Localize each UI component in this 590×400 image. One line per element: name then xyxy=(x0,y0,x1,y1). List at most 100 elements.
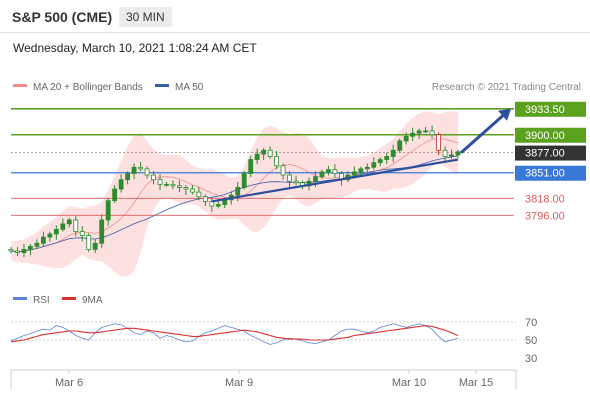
candle-body xyxy=(131,166,137,174)
x-tick-label: Mar 9 xyxy=(225,377,253,389)
candle-body xyxy=(73,219,79,233)
candle-body xyxy=(151,174,156,181)
level-tag-3851-00 xyxy=(515,165,586,181)
candle-body xyxy=(15,250,20,253)
level-label-3933-50: 3933.50 xyxy=(525,104,565,116)
bollinger-band-fill xyxy=(11,111,458,277)
candle-body xyxy=(28,245,33,250)
candle-body xyxy=(377,159,383,164)
candle-body xyxy=(254,153,260,160)
candle-body xyxy=(47,233,53,238)
candle-body xyxy=(436,134,441,151)
candle-body xyxy=(202,196,208,202)
candle-body xyxy=(215,204,221,207)
candle-body xyxy=(319,171,325,177)
candle-body xyxy=(21,249,27,253)
candle-body xyxy=(112,188,118,202)
candle-body xyxy=(403,135,409,142)
candle-body xyxy=(118,179,124,190)
candle-body xyxy=(53,228,59,235)
candle-body xyxy=(390,149,396,157)
candle-body xyxy=(449,154,454,157)
level-tag-3877-00 xyxy=(515,145,586,161)
rsi-series-rsi xyxy=(10,323,459,345)
instrument-title: S&P 500 (CME) xyxy=(12,9,113,25)
candle-body xyxy=(248,159,254,174)
level-tag-3900-00 xyxy=(515,127,586,143)
rsi-tick-30: 30 xyxy=(525,353,537,365)
candle-body xyxy=(326,169,331,173)
candle-body xyxy=(92,242,98,250)
candle-body xyxy=(293,180,299,184)
candle-body xyxy=(183,187,189,190)
candle-body xyxy=(429,130,435,136)
level-label-3877-00: 3877.00 xyxy=(525,148,565,160)
legend-swatch-bollinger xyxy=(13,84,27,87)
forecast-arrow-head xyxy=(498,108,511,121)
candle-body xyxy=(384,156,390,160)
candle-body xyxy=(177,185,182,188)
legend-label-rsi: RSI xyxy=(33,295,50,306)
level-label-3900-00: 3900.00 xyxy=(525,130,565,142)
legend-swatch-ma50 xyxy=(155,84,169,87)
candle-body xyxy=(144,168,150,176)
candle-body xyxy=(86,235,92,250)
candle-body xyxy=(241,173,247,188)
candle-body xyxy=(274,156,280,167)
candle-body xyxy=(351,171,357,176)
research-credit: Research © 2021 Trading Central xyxy=(432,82,581,93)
candle-body xyxy=(66,219,72,225)
level-label-3851-00: 3851.00 xyxy=(525,168,565,180)
candle-body xyxy=(105,200,111,221)
legend-swatch-rsi xyxy=(13,297,27,300)
candle-body xyxy=(79,231,85,236)
candle-body xyxy=(313,176,318,182)
rsi-series-9ma xyxy=(10,325,459,343)
trend-line xyxy=(211,158,459,203)
ma50-line xyxy=(10,155,459,253)
x-axis-ticks: Mar 6 Mar 9 Mar 10 Mar 15 xyxy=(55,370,493,389)
level-label-3796-00: 3796.00 xyxy=(525,210,565,222)
legend-label-9ma: 9MA xyxy=(82,295,103,306)
timestamp: Wednesday, March 10, 2021 1:08:24 AM CET xyxy=(13,41,257,55)
candle-body xyxy=(410,132,416,137)
legend-swatch-9ma xyxy=(62,297,76,300)
x-tick-label: Mar 15 xyxy=(459,377,493,389)
candle-body xyxy=(358,168,364,173)
candle-body xyxy=(442,149,448,157)
candle-body xyxy=(364,166,370,170)
candle-body xyxy=(34,242,40,247)
rsi-tick-50: 50 xyxy=(525,335,537,347)
candle-body xyxy=(60,223,66,230)
candle-body xyxy=(196,191,202,198)
candle-body xyxy=(8,249,14,252)
candle-body xyxy=(371,162,377,168)
candle-body xyxy=(99,219,105,244)
candle-body xyxy=(280,165,286,176)
candle-body xyxy=(455,151,461,156)
candle-body xyxy=(170,183,176,187)
candle-body xyxy=(125,173,131,181)
legend-label-bollinger: MA 20 + Bollinger Bands xyxy=(33,82,143,93)
candle-body xyxy=(397,140,403,151)
candle-body xyxy=(332,169,338,174)
rsi-panel: 70 50 30 xyxy=(10,317,537,365)
candle-body xyxy=(235,187,241,196)
candle-body xyxy=(138,166,143,170)
candle-body xyxy=(40,236,46,244)
candle-body xyxy=(164,183,169,186)
timeframe-selector[interactable]: 30 MIN xyxy=(119,7,172,27)
header-divider xyxy=(0,32,590,33)
rsi-tick-70: 70 xyxy=(525,317,537,329)
forecast-arrow-shaft xyxy=(460,112,506,154)
legend-label-ma50: MA 50 xyxy=(175,82,204,93)
x-tick-label: Mar 6 xyxy=(55,377,83,389)
x-tick-label: Mar 10 xyxy=(392,377,426,389)
candle-body xyxy=(157,179,163,185)
level-tag-3933-50 xyxy=(515,101,586,117)
level-label-3818-00: 3818.00 xyxy=(525,193,565,205)
candle-body xyxy=(416,130,422,134)
candle-body xyxy=(423,130,429,133)
candle-body xyxy=(267,149,273,157)
